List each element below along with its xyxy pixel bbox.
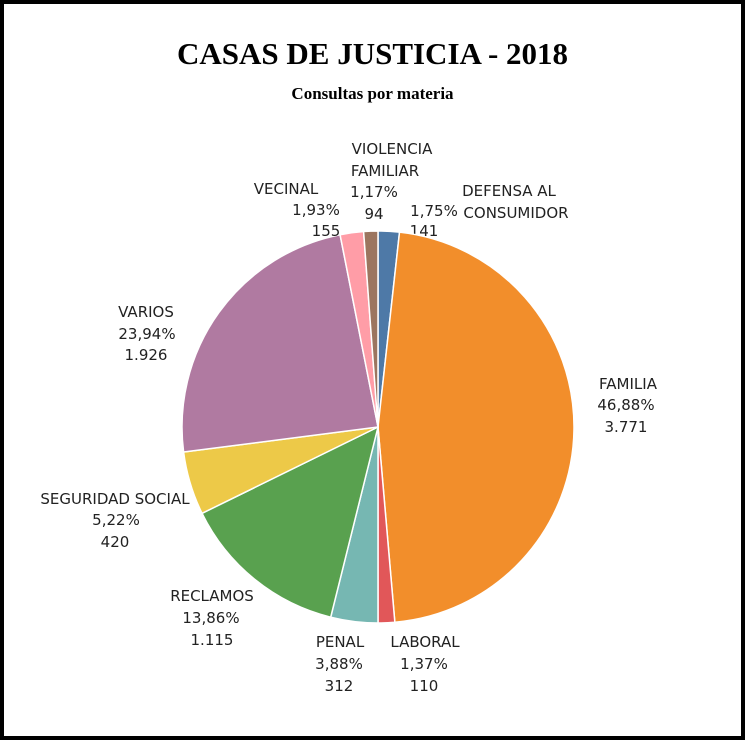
slice-label-percent: 46,88% — [597, 396, 654, 414]
slice-label-percent: 1,75% — [410, 202, 458, 220]
slice-label-name: CONSUMIDOR — [463, 204, 568, 222]
pie-slice-8 — [362, 230, 379, 428]
slice-label-percent: 13,86% — [182, 609, 239, 627]
slice-label-percent: 1,37% — [400, 655, 448, 673]
slice-label-percent: 3,88% — [315, 655, 363, 673]
pie-slice-1 — [377, 231, 575, 624]
pie-slice-6 — [181, 233, 379, 453]
chart-subtitle: Consultas por materia — [291, 84, 454, 103]
slice-label-name: SEGURIDAD SOCIAL — [40, 490, 190, 508]
slice-label-name: RECLAMOS — [170, 587, 254, 605]
slice-label-percent: 1,17% — [350, 183, 398, 201]
slice-label-percent: 1,93% — [292, 201, 340, 219]
slice-label-name: LABORAL — [390, 633, 460, 651]
slice-label-value: 1.926 — [125, 346, 168, 364]
slice-label-name: FAMILIAR — [351, 162, 419, 180]
slice-label-value: 420 — [101, 533, 130, 551]
slice-label-percent: 23,94% — [118, 325, 175, 343]
slice-label-percent: 5,22% — [92, 511, 140, 529]
slice-label-name: VARIOS — [118, 303, 174, 321]
slice-label-value: 3.771 — [605, 418, 648, 436]
slice-label-name: VECINAL — [254, 180, 319, 198]
slice-label-value: 155 — [312, 222, 341, 240]
slice-label-name: DEFENSA AL — [462, 182, 556, 200]
slice-label-value: 94 — [364, 205, 383, 223]
slice-label-name: FAMILIA — [599, 375, 658, 393]
slice-label-name: VIOLENCIA — [352, 140, 433, 158]
slice-label-value: 312 — [325, 677, 354, 695]
slice-label-name: PENAL — [316, 633, 365, 651]
pie-slice-4 — [201, 425, 380, 619]
chart-title: CASAS DE JUSTICIA - 2018 — [176, 36, 569, 71]
slice-label-value: 110 — [410, 677, 439, 695]
slice-label-value: 1.115 — [191, 631, 234, 649]
